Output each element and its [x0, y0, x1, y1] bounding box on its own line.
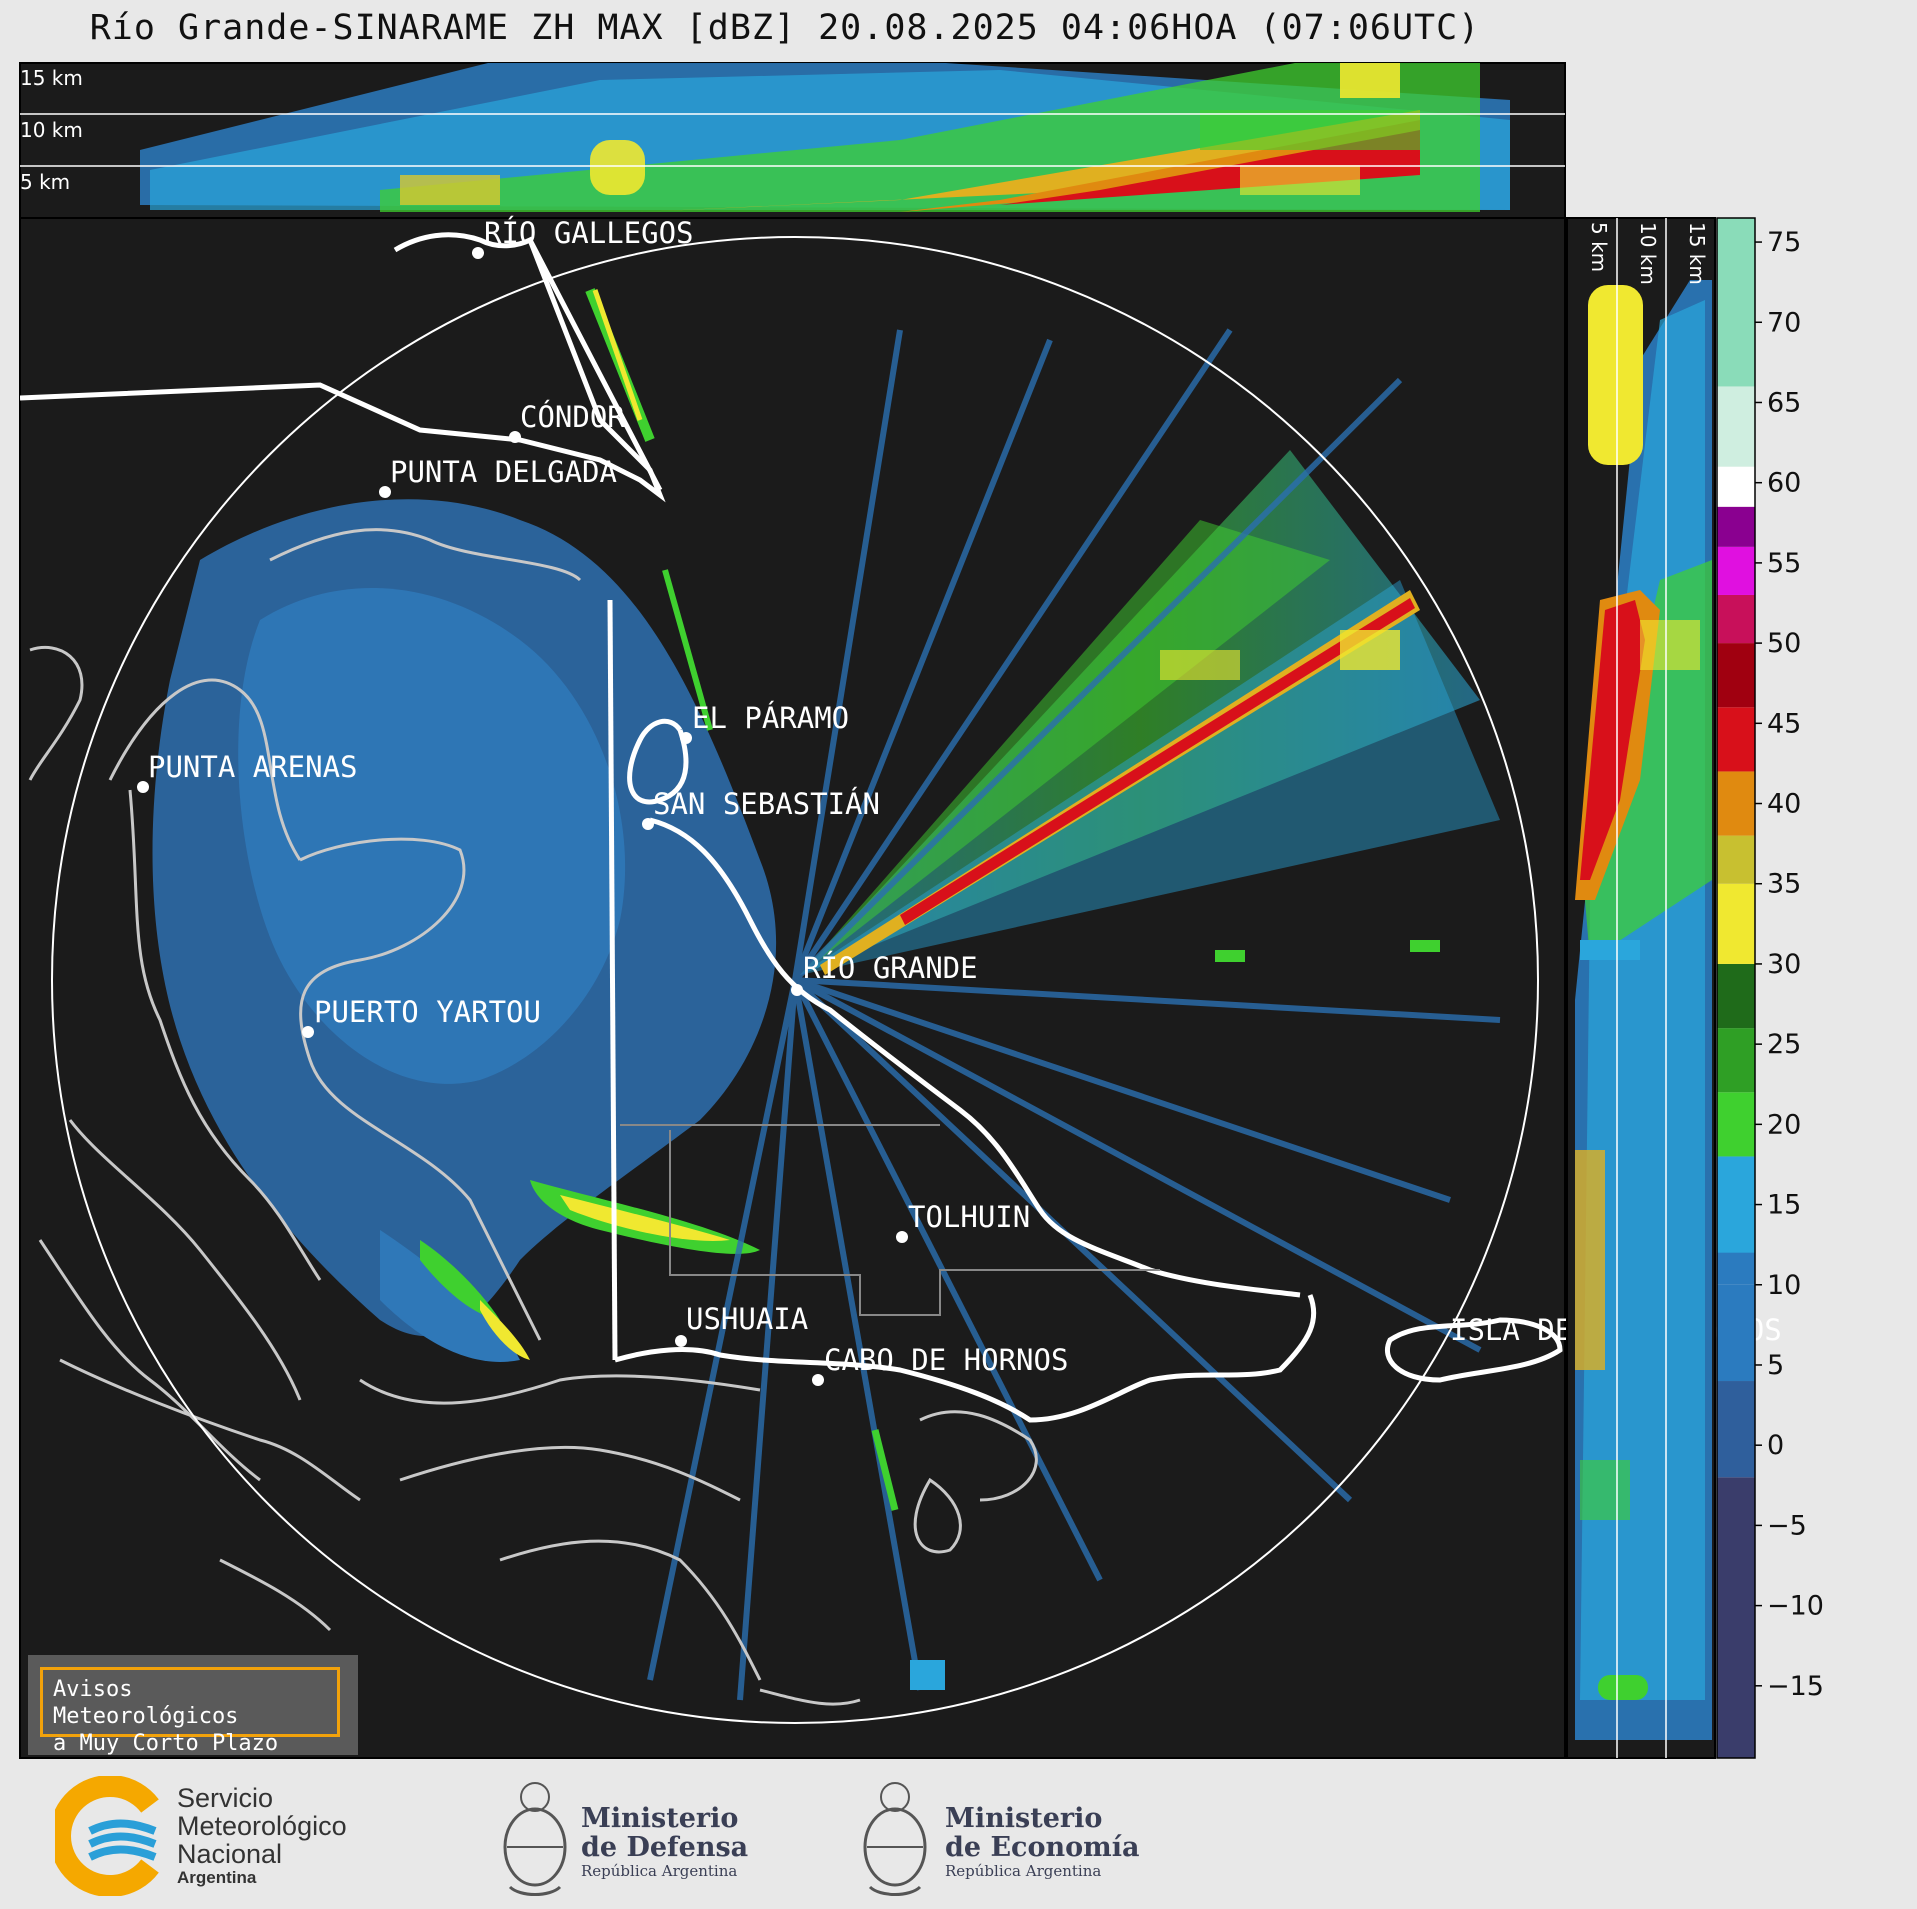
- colorbar-band: [1717, 218, 1755, 387]
- colorbar-tick-label: 15: [1767, 1190, 1801, 1221]
- economia-line-1: Ministerio: [945, 1803, 1103, 1834]
- colorbar-band: [1717, 963, 1755, 1029]
- coat-of-arms-icon: [863, 1782, 927, 1896]
- colorbar-tick-label: 25: [1767, 1029, 1801, 1060]
- colorbar-tick-label: 50: [1767, 628, 1801, 659]
- label-punta-arenas: PUNTA ARENAS: [148, 750, 358, 784]
- colorbar-tick-label: 35: [1767, 869, 1801, 900]
- label-ushuaia: USHUAIA: [686, 1302, 808, 1336]
- smn-line-2: Meteorológico: [177, 1811, 347, 1841]
- radar-figure: 15 km 10 km 5 km: [19, 62, 1824, 1759]
- colorbar-tick-label: 30: [1767, 949, 1801, 980]
- colorbar-band: [1717, 771, 1755, 836]
- side-10km-label: 10 km: [1636, 222, 1660, 285]
- warning-line-1: Avisos Meteorológicos: [53, 1677, 239, 1729]
- echo-fan-northeast: [800, 450, 1500, 975]
- warning-box: Avisos Meteorológicos a Muy Corto Plazo: [28, 1655, 358, 1756]
- colorbar-tick-label: 60: [1767, 468, 1801, 499]
- colorbar-band: [1717, 707, 1755, 772]
- label-tolhuin: TOLHUIN: [908, 1200, 1030, 1234]
- footer-logos: Servicio Meteorológico Nacional Argentin…: [0, 1762, 1917, 1909]
- colorbar-tick-label: 10: [1767, 1270, 1801, 1301]
- defensa-line-2: de Defensa: [581, 1832, 749, 1863]
- label-condor: CÓNDOR: [520, 400, 625, 434]
- warning-link[interactable]: Avisos Meteorológicos a Muy Corto Plazo: [40, 1667, 340, 1756]
- colorbar-tick-label: 0: [1767, 1430, 1784, 1461]
- colorbar-band: [1717, 546, 1755, 595]
- top-15km-label: 15 km: [20, 66, 83, 90]
- department-lines: [620, 1124, 1160, 1316]
- colorbar-tick-label: 75: [1767, 227, 1801, 258]
- colorbar-band: [1717, 1156, 1755, 1253]
- colorbar-tick-label: −5: [1767, 1510, 1807, 1541]
- top-height-panel: 15 km 10 km 5 km: [19, 62, 1566, 219]
- colorbar-band: [1717, 643, 1755, 708]
- label-cabo-de-hornos: CABO DE HORNOS: [824, 1343, 1068, 1377]
- side-height-panel: 5 km 10 km 15 km: [1566, 217, 1716, 1759]
- smn-line-4: Argentina: [177, 1868, 257, 1887]
- range-ring: [51, 236, 1539, 1724]
- label-san-sebastian: SAN SEBASTIÁN: [653, 787, 880, 821]
- label-rio-gallegos: RÍO GALLEGOS: [484, 216, 694, 250]
- colorbar-band: [1717, 1284, 1755, 1382]
- smn-emblem-icon: [55, 1776, 159, 1896]
- coastlines: [28, 528, 1038, 1706]
- defensa-line-3: República Argentina: [581, 1862, 738, 1880]
- colorbar-band: [1717, 466, 1755, 507]
- colorbar-tick-label: 40: [1767, 789, 1801, 820]
- colorbar-tick-label: 55: [1767, 548, 1801, 579]
- colorbar-tick-label: 65: [1767, 387, 1801, 418]
- colorbar-band: [1717, 594, 1755, 644]
- colorbar-tick-label: 5: [1767, 1350, 1784, 1381]
- main-map-panel: RÍO GALLEGOS CÓNDOR PUNTA DELGADA EL PÁR…: [19, 216, 1782, 1759]
- label-el-paramo: EL PÁRAMO: [692, 701, 849, 735]
- coat-of-arms-icon: [503, 1782, 567, 1896]
- smn-logo: Servicio Meteorológico Nacional Argentin…: [55, 1762, 395, 1902]
- colorbar-band: [1717, 1092, 1755, 1157]
- economia-line-2: de Economía: [945, 1832, 1140, 1863]
- side-15km-label: 15 km: [1685, 222, 1709, 285]
- colorbar-band: [1717, 1477, 1755, 1758]
- plot-title: Río Grande-SINARAME ZH MAX [dBZ] 20.08.2…: [89, 8, 1481, 48]
- label-punta-delgada: PUNTA DELGADA: [390, 455, 617, 489]
- colorbar-tick-label: 45: [1767, 708, 1801, 739]
- top-10km-label: 10 km: [20, 118, 83, 142]
- label-puerto-yartou: PUERTO YARTOU: [314, 995, 541, 1029]
- colorbar-band: [1717, 1381, 1755, 1478]
- colorbar-band: [1717, 883, 1755, 964]
- colorbar-band: [1717, 386, 1755, 467]
- radial-streaks: [647, 328, 1501, 1701]
- defensa-logo: Ministerio de Defensa República Argentin…: [495, 1762, 755, 1902]
- top-5km-label: 5 km: [20, 170, 70, 194]
- colorbar-band: [1717, 1028, 1755, 1093]
- economia-line-3: República Argentina: [945, 1862, 1102, 1880]
- label-rio-grande: RÍO GRANDE: [803, 951, 978, 985]
- economia-logo: Ministerio de Economía República Argenti…: [855, 1762, 1155, 1902]
- defensa-line-1: Ministerio: [581, 1803, 739, 1834]
- colorbar-band: [1717, 835, 1755, 884]
- colorbar-tick-label: 70: [1767, 307, 1801, 338]
- colorbar-tick-label: −15: [1767, 1671, 1824, 1702]
- colorbar-band: [1717, 506, 1755, 547]
- colorbar-tick-label: −10: [1767, 1591, 1824, 1622]
- smn-line-1: Servicio: [177, 1783, 274, 1813]
- colorbar-tick-label: 20: [1767, 1109, 1801, 1140]
- warning-line-2: a Muy Corto Plazo: [53, 1731, 279, 1756]
- side-5km-label: 5 km: [1587, 222, 1611, 272]
- smn-line-3: Nacional: [177, 1839, 283, 1869]
